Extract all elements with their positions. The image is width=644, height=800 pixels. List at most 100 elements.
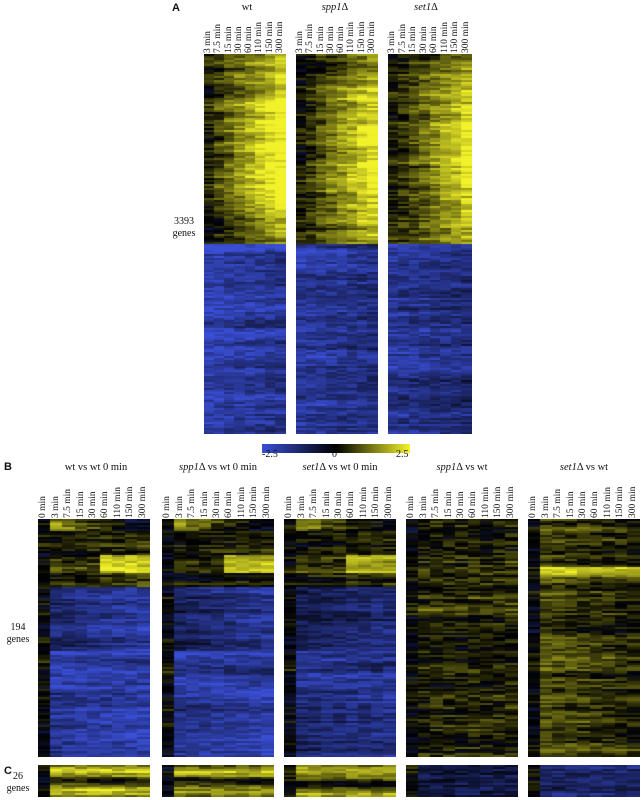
panel-b-column-labels-3: 0 min 3 min 7.5 min 15 min 30 min 60 min 110 m… (284, 470, 396, 518)
column-label: 7.5 min (305, 23, 316, 53)
column-label: 110 min (236, 486, 247, 518)
column-label: 7.5 min (309, 488, 320, 518)
panel-a-column-labels-wt: 3 min 7.5 min 15 min 30 min 60 min 110 min 150… (203, 5, 286, 53)
column-label: 30 min (334, 491, 344, 518)
column-label: 15 min (75, 491, 86, 518)
column-label: 110 min (112, 486, 123, 518)
column-label: 7.5 min (187, 488, 198, 518)
column-label: 110 min (602, 486, 613, 518)
column-label: 60 min (346, 491, 357, 518)
colorbar-mid-label: 0 (332, 449, 337, 460)
column-label: 150 min (493, 486, 504, 518)
column-label: 150 min (371, 486, 382, 518)
column-label: 3 min (296, 496, 307, 518)
column-label: 15 min (321, 491, 332, 518)
column-label: 60 min (244, 26, 255, 53)
column-label: 7.5 min (213, 23, 224, 53)
column-label: 150 min (249, 486, 260, 518)
column-label: 110 min (358, 486, 369, 518)
column-label: 60 min (429, 26, 440, 53)
heatmap-b-set1-vs-wt0 (284, 519, 396, 757)
column-label: 30 min (233, 26, 244, 53)
column-label: 300 min (274, 21, 285, 53)
panel-a-title-wt: wt (241, 2, 253, 13)
panel-b-title-1: wt vs wt 0 min (64, 462, 128, 473)
panel-a-title-set1: set1Δ (414, 2, 438, 13)
panel-a-letter: A (172, 2, 180, 14)
column-label: 3 min (418, 496, 429, 518)
column-label: 3 min (387, 31, 398, 53)
column-label: 60 min (224, 491, 235, 518)
heatmap-c-set1-vs-wt (528, 765, 640, 797)
column-label: 30 min (212, 491, 222, 518)
column-label: 3 min (295, 31, 306, 53)
column-label: 7.5 min (63, 488, 74, 518)
column-label: 15 min (443, 491, 454, 518)
column-label: 110 min (439, 21, 450, 53)
panel-b-gene-count: 194 genes (6, 622, 30, 645)
heatmap-b-spp1-vs-wt0 (162, 519, 274, 757)
column-label: 300 min (366, 21, 377, 53)
heatmap-c-wt-vs-wt0 (38, 765, 150, 797)
column-label: 300 min (627, 486, 638, 518)
column-label: 3 min (540, 496, 551, 518)
column-label: 30 min (88, 491, 98, 518)
panel-b-title-2: spp1Δ vs wt 0 min (179, 462, 257, 473)
heatmap-b-spp1-vs-wt (406, 519, 518, 757)
column-label: 60 min (100, 491, 111, 518)
heatmap-a-set1 (388, 54, 472, 434)
panel-b-column-labels-5: 0 min 3 min 7.5 min 15 min 30 min 60 min 110 m… (528, 470, 640, 518)
column-label: 150 min (615, 486, 626, 518)
heatmap-c-set1-vs-wt0 (284, 765, 396, 797)
column-label: 0 min (38, 496, 49, 518)
column-label: 300 min (505, 486, 516, 518)
panel-a-gene-count: 3393 genes (172, 216, 196, 239)
panel-b-column-labels-1: 0 min 3 min 7.5 min 15 min 30 min 60 min 110 m… (38, 470, 150, 518)
column-label: 300 min (460, 21, 471, 53)
colorbar (262, 440, 410, 453)
column-label: 110 min (480, 486, 491, 518)
panel-a-column-labels-spp1: 3 min 7.5 min 15 min 30 min 60 min 110 min 150… (295, 5, 378, 53)
panel-c-letter: C (4, 765, 12, 777)
column-label: 300 min (261, 486, 272, 518)
panel-b-title-3: set1Δ vs wt 0 min (302, 462, 378, 473)
panel-b-title-5: set1Δ vs wt (559, 462, 609, 473)
column-label: 110 min (346, 21, 357, 53)
panel-b-title-4: spp1Δ vs wt (436, 462, 488, 473)
colorbar-max-label: 2.5 (396, 449, 409, 460)
column-label: 30 min (418, 26, 429, 53)
column-label: 300 min (137, 486, 148, 518)
column-label: 0 min (162, 496, 173, 518)
column-label: 7.5 min (431, 488, 442, 518)
column-label: 300 min (383, 486, 394, 518)
column-label: 150 min (125, 486, 136, 518)
column-label: 3 min (203, 31, 214, 53)
column-label: 150 min (264, 21, 275, 53)
panel-c-gene-count: 26 genes (6, 771, 30, 794)
column-label: 30 min (325, 26, 336, 53)
column-label: 150 min (356, 21, 367, 53)
panel-a-title-spp1: spp1Δ (321, 2, 349, 13)
heatmap-a-spp1 (296, 54, 378, 434)
column-label: 0 min (406, 496, 417, 518)
column-label: 60 min (468, 491, 479, 518)
column-label: 15 min (565, 491, 576, 518)
column-label: 7.5 min (553, 488, 564, 518)
column-label: 150 min (450, 21, 461, 53)
colorbar-min-label: -2.5 (262, 449, 278, 460)
panel-b-column-labels-4: 0 min 3 min 7.5 min 15 min 30 min 60 min 110 m… (406, 470, 518, 518)
heatmap-b-wt-vs-wt0 (38, 519, 150, 757)
column-label: 0 min (284, 496, 295, 518)
heatmap-c-spp1-vs-wt0 (162, 765, 274, 797)
column-label: 0 min (528, 496, 539, 518)
heatmap-a-wt (204, 54, 286, 434)
column-label: 30 min (578, 491, 588, 518)
column-label: 3 min (50, 496, 61, 518)
column-label: 15 min (315, 26, 326, 53)
column-label: 60 min (336, 26, 347, 53)
column-label: 110 min (254, 21, 265, 53)
heatmap-b-set1-vs-wt (528, 519, 640, 757)
column-label: 30 min (456, 491, 466, 518)
panel-b-column-labels-2: 0 min 3 min 7.5 min 15 min 30 min 60 min 110 m… (162, 470, 274, 518)
column-label: 60 min (590, 491, 601, 518)
